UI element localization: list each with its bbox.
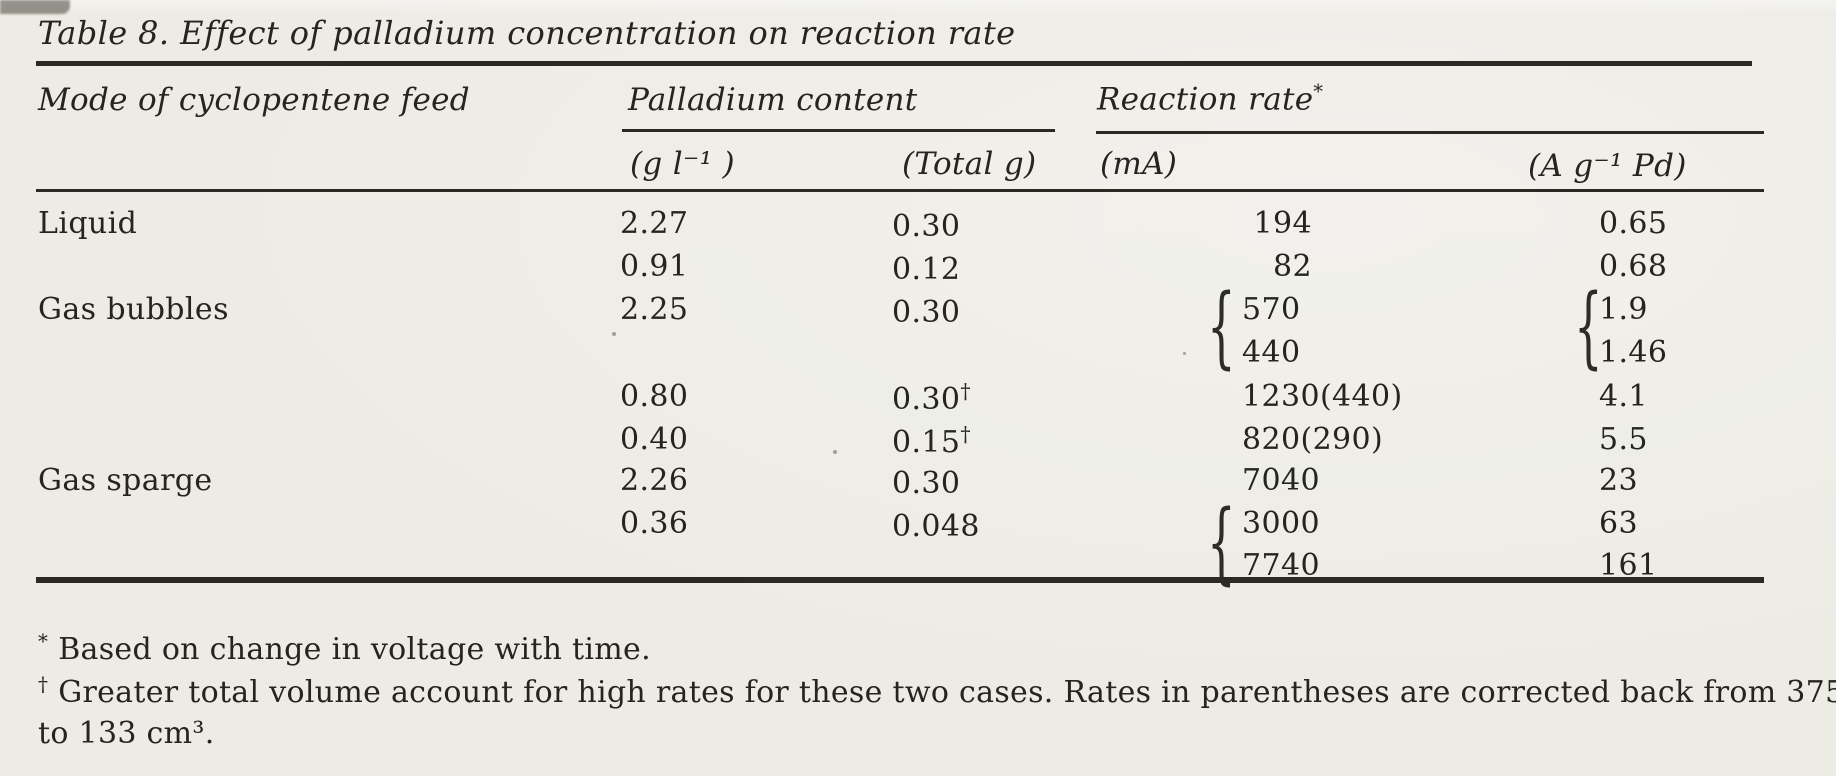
pd-total-value: 0.15 [892,425,961,460]
pd-total-value: 0.30 [892,466,961,501]
footnote-dagger: † Greater total volume account for high r… [38,673,1836,710]
subheader-g-per-l: (g l⁻¹ ) [630,146,735,182]
table-row: 0.36 0.048 3000 63 [0,506,1836,548]
table-top-rule [36,61,1752,66]
mode-cell: Gas sparge [38,463,213,498]
pd-total-cell: 0.30 [892,206,960,244]
pd-concentration-cell: 0.40 [620,422,689,457]
table-row: 0.40 0.15† 820(290) 5.5 [0,422,1836,464]
subheader-total-g: (Total g) [902,146,1037,182]
table-row: Gas sparge 2.26 0.30 7040 23 [0,463,1836,505]
column-group-header-palladium-content: Palladium content [628,82,918,118]
rate-a-per-g-cell: 4.1 [1599,379,1648,414]
pd-total-cell: 0.15† [892,422,971,460]
rate-a-per-g-cell: 5.5 [1599,422,1648,457]
reaction-rate-group-underline [1096,131,1764,134]
dagger-footnote-marker: † [960,422,972,446]
rate-a-per-g-cell: 0.68 [1599,249,1668,284]
rate-ma-cell: 820(290) [1242,422,1384,457]
dagger-footnote-marker: † [960,379,972,403]
footnote-text: Greater total volume account for high ra… [58,675,1836,710]
pd-concentration-cell: 2.26 [620,463,689,498]
reaction-rate-label: Reaction rate [1097,81,1314,118]
rate-ma-cell: 82 [1273,249,1312,284]
pd-total-value: 0.30 [892,209,961,244]
asterisk-footnote-marker: * [1313,80,1323,103]
pd-concentration-cell: 0.80 [620,379,689,414]
pd-concentration-cell: 2.25 [620,292,689,327]
pd-total-value: 0.30 [892,295,961,330]
scan-artifact-smudge [0,0,70,14]
table-bottom-rule [36,577,1764,583]
pd-total-cell: 0.048 [892,506,980,544]
table-title: Table 8. Effect of palladium concentrati… [38,14,1016,52]
pd-total-cell: 0.30 [892,292,960,330]
pd-total-value: 0.12 [892,252,961,287]
pd-total-value: 0.048 [892,509,980,544]
dagger-footnote-marker: † [38,673,49,696]
pd-concentration-cell: 0.91 [620,249,689,284]
pd-total-cell: 0.12 [892,249,960,287]
footnote-dagger-continuation: to 133 cm³. [38,716,215,751]
table-row: 0.80 0.30† 1230(440) 4.1 [0,379,1836,421]
table-row: 440 1.46 [0,335,1836,377]
rate-ma-cell: 570 [1242,292,1301,327]
table-row: 7740 161 [0,548,1836,590]
table-row: 0.91 0.12 82 0.68 [0,249,1836,291]
footnote-asterisk: * Based on change in voltage with time. [38,630,651,667]
scan-speck [1183,352,1186,355]
mode-cell: Liquid [38,206,138,241]
header-body-divider-rule [36,189,1764,192]
rate-a-per-g-cell: 0.65 [1599,206,1668,241]
rate-ma-cell: 3000 [1242,506,1320,541]
rate-a-per-g-cell: 23 [1599,463,1638,498]
pd-concentration-cell: 0.36 [620,506,689,541]
column-header-mode: Mode of cyclopentene feed [38,82,470,118]
pd-concentration-cell: 2.27 [620,206,689,241]
rate-a-per-g-cell: 1.46 [1599,335,1668,370]
pd-total-cell: 0.30 [892,463,960,501]
rate-ma-cell: 1230(440) [1242,379,1403,414]
subheader-a-per-g-pd: (A g⁻¹ Pd) [1528,148,1687,184]
rate-ma-cell: 194 [1253,206,1312,241]
mode-cell: Gas bubbles [38,292,229,327]
scan-speck [833,450,837,454]
rate-ma-cell: 7040 [1242,463,1320,498]
subheader-ma: (mA) [1100,146,1178,182]
pd-total-value: 0.30 [892,382,961,417]
palladium-group-underline [622,129,1055,132]
rate-ma-cell: 440 [1242,335,1301,370]
scan-speck [612,332,616,336]
rate-a-per-g-cell: 63 [1599,506,1638,541]
footnote-text: Based on change in voltage with time. [58,632,651,667]
asterisk-footnote-marker: * [38,630,49,653]
table-row: Gas bubbles 2.25 0.30 570 1.9 [0,292,1836,334]
rate-a-per-g-cell: 1.9 [1599,292,1648,327]
pd-total-cell: 0.30† [892,379,971,417]
column-group-header-reaction-rate: Reaction rate* [1097,80,1323,117]
footnote-text: to 133 cm³. [38,716,215,751]
table-row: Liquid 2.27 0.30 194 0.65 [0,206,1836,248]
